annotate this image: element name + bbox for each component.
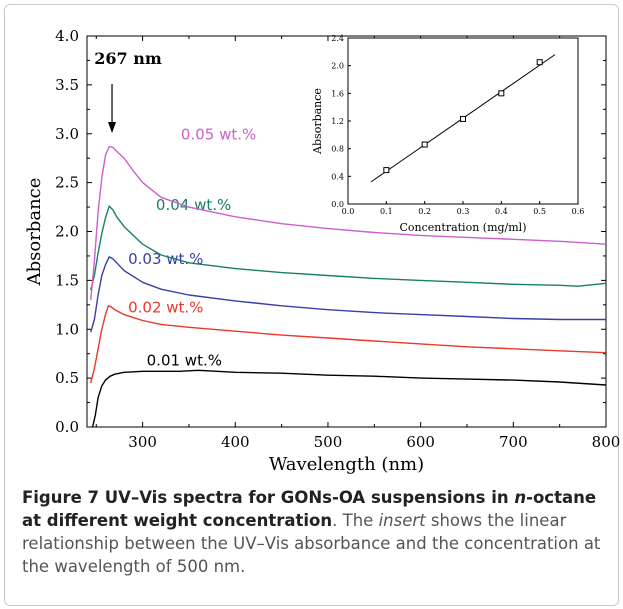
caption-italic: insert	[378, 511, 426, 530]
inset-x-tick-label: 0.4	[495, 207, 508, 216]
inset-chart: 0.0 0.4 0.8 1.2 1.6 2.0 2.4 0.0 0.1 0.2 0.3 0.4 0.5 0…	[311, 34, 584, 234]
y-tick-label: 1.5	[55, 271, 79, 289]
series-line-1	[91, 369, 607, 428]
y-tick-label: 0.5	[55, 369, 79, 387]
main-chart: 0.0 0.5 1.0 1.5 2.0 2.5 3.0 3.5 4.0 300 400 500 600 7…	[24, 27, 620, 475]
figure-caption: Figure 7 UV–Vis spectra for GONs-OA susp…	[22, 486, 612, 578]
inset-x-tick-label: 0.2	[418, 207, 431, 216]
series-line-3	[90, 256, 606, 333]
caption-title-italic: n	[514, 488, 527, 507]
y-axis-label: Absorbance	[24, 178, 45, 287]
inset-data-point	[536, 59, 543, 66]
inset-x-tick-label: 0.0	[342, 207, 355, 216]
inset-data-point	[421, 141, 428, 148]
series-line-4	[90, 205, 607, 291]
inset-y-tick-label: 0.4	[331, 172, 344, 181]
x-tick-label: 700	[499, 433, 528, 451]
y-tick-label: 3.5	[55, 76, 79, 94]
x-tick-label: 800	[592, 433, 621, 451]
series-label-5: 0.05 wt.%	[181, 126, 256, 144]
y-tick-label: 2.5	[55, 174, 79, 192]
inset-y-tick-label: 2.0	[331, 62, 344, 71]
inset-y-tick-label: 0.8	[331, 145, 344, 154]
series-label-2: 0.02 wt.%	[128, 299, 203, 317]
inset-y-tick-label: 2.4	[331, 34, 344, 43]
inset-y-axis-label: Absorbance	[311, 88, 324, 155]
inset-x-tick-label: 0.1	[380, 207, 393, 216]
inset-y-tick-label: 0.0	[331, 200, 344, 209]
inset-x-tick-label: 0.3	[457, 207, 470, 216]
series-line-2	[90, 305, 607, 384]
inset-y-tick-label: 1.6	[331, 89, 344, 98]
caption-text-2: shows the linear relationship between th…	[22, 511, 601, 576]
x-tick-label: 500	[314, 433, 343, 451]
inset-y-tick-label: 1.2	[331, 117, 344, 126]
inset-x-tick-label: 0.5	[533, 207, 546, 216]
y-tick-label: 0.0	[55, 418, 79, 436]
inset-data-point	[460, 115, 466, 122]
inset-data-point	[383, 167, 390, 174]
series-label-4: 0.04 wt.%	[156, 196, 231, 214]
peak-annotation-label: 267 nm	[94, 49, 162, 68]
caption-title: Figure 7 UV–Vis spectra for GONs-OA susp…	[22, 488, 597, 530]
series-label-3: 0.03 wt.%	[128, 250, 203, 268]
y-tick-label: 3.0	[55, 125, 79, 143]
y-tick-label: 1.0	[55, 320, 79, 338]
inset-x-tick-label: 0.6	[572, 207, 585, 216]
inset-x-axis-label: Concentration (mg/ml)	[400, 221, 527, 234]
series-line-5	[90, 145, 607, 300]
peak-arrow-head	[108, 122, 117, 133]
y-tick-label: 4.0	[55, 27, 79, 45]
x-tick-label: 400	[221, 433, 250, 451]
y-tick-label: 2.0	[55, 223, 79, 241]
uv-vis-chart: 0.0 0.5 1.0 1.5 2.0 2.5 3.0 3.5 4.0 300 400 500 600 7…	[24, 27, 620, 475]
inset-data-point	[498, 90, 505, 97]
x-tick-label: 300	[128, 433, 157, 451]
x-axis-label: Wavelength (nm)	[269, 454, 424, 475]
x-tick-label: 600	[406, 433, 435, 451]
caption-text-1: . The	[332, 511, 379, 530]
series-label-1: 0.01 wt.%	[147, 351, 222, 369]
